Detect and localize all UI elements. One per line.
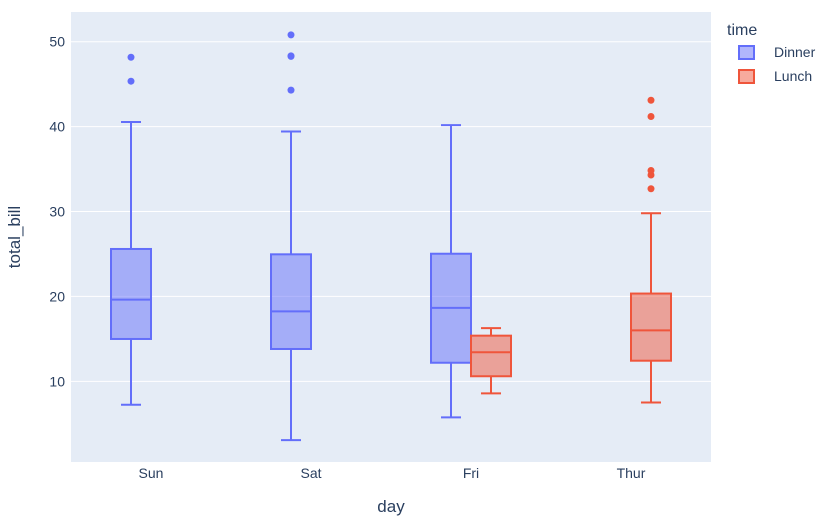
outlier-point-2 [647,167,655,175]
outlier-point-3 [647,113,655,121]
x-tick-label-thur: Thur [617,465,646,481]
box-series-layer [110,31,672,442]
plot-area [71,12,711,462]
iqr-box [470,334,512,378]
gridlines [71,41,711,382]
y-tick-label-10: 10 [49,373,65,389]
y-tick-label-50: 50 [49,34,65,50]
legend-label-lunch: Lunch [774,68,812,84]
iqr-box [630,292,672,362]
series-lunch [470,96,672,404]
box-dinner-sun [110,53,152,406]
x-tick-label-sat: Sat [300,465,321,481]
outlier-point-1 [127,53,135,61]
legend-item-lunch: Lunch [738,68,812,84]
x-axis-ticks: Sun Sat Fri Thur [139,465,646,481]
series-dinner [110,31,472,442]
x-axis-title: day [377,497,405,516]
x-tick-label-sun: Sun [139,465,164,481]
legend: time Dinner Lunch [727,22,816,84]
outlier-point-2 [287,52,295,60]
outlier-point-3 [287,31,295,39]
legend-title: time [727,22,757,39]
box-dinner-sat [270,31,312,442]
legend-swatch-lunch [738,69,755,84]
y-axis-title: total_bill [5,206,24,268]
box-dinner-fri [430,124,472,419]
iqr-box [270,253,312,350]
legend-swatch-dinner [738,45,755,60]
iqr-box [110,247,152,340]
outlier-point-0 [647,185,655,193]
y-axis-ticks: 10 20 30 40 50 [49,34,65,390]
y-tick-label-20: 20 [49,288,65,304]
outlier-point-0 [287,86,295,94]
legend-label-dinner: Dinner [774,44,816,60]
outlier-point-0 [127,77,135,85]
y-tick-label-30: 30 [49,204,65,220]
box-lunch-thur [630,96,672,404]
x-tick-label-fri: Fri [463,465,479,481]
y-tick-label-40: 40 [49,119,65,135]
legend-item-dinner: Dinner [738,44,816,60]
outlier-point-4 [647,96,655,104]
box-lunch-fri [470,327,512,395]
